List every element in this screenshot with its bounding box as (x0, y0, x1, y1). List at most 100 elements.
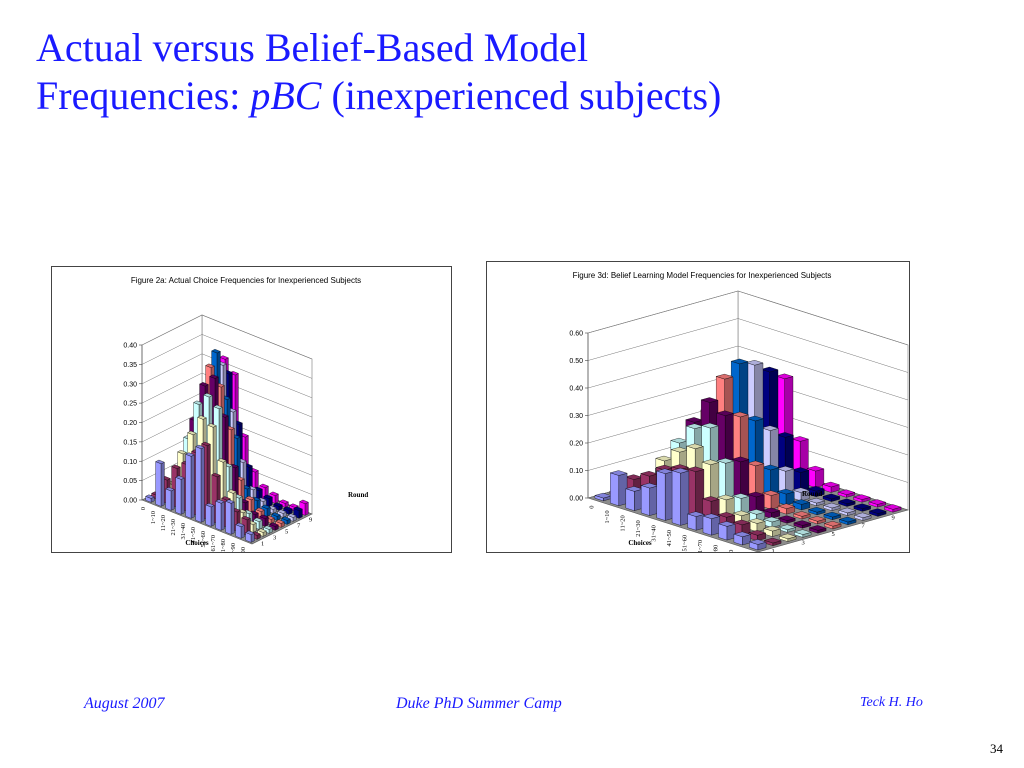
bar-41~50-round-8 (776, 466, 795, 497)
category-label: 51~60 (681, 535, 688, 552)
round-tick-label: 3 (802, 540, 805, 547)
category-label: 31~40 (180, 523, 187, 540)
bar-81~90-round-6 (808, 516, 827, 525)
page-number: 34 (990, 741, 1003, 756)
category-label: 11~20 (160, 515, 167, 531)
gridline (141, 314, 313, 360)
z-axis-title: Round (802, 490, 822, 498)
bar-81~90-round-5 (793, 520, 812, 529)
bar-71~80-round-8 (822, 502, 841, 511)
bar-91~100-round-1 (748, 539, 767, 551)
round-tick-label: 9 (892, 514, 895, 521)
gridline (141, 334, 313, 379)
chart-actual-frequencies: Figure 2a: Actual Choice Frequencies for… (51, 266, 452, 553)
y-tick-label: 0.35 (123, 362, 137, 369)
bar-71~80-round-7 (807, 507, 826, 516)
category-label: 0 (589, 505, 596, 508)
y-tick-label: 0.40 (569, 386, 583, 393)
bar-91~100-round-1 (245, 530, 255, 543)
slide-title-line2-italic: pBC (250, 73, 322, 118)
gridline (587, 345, 909, 401)
x-axis-title: Choices (628, 539, 652, 547)
footer-event: Duke PhD Summer Camp (396, 695, 562, 712)
bar-71~80-round-1 (717, 521, 736, 541)
bar-81~90-round-8 (838, 507, 857, 516)
bar-91~100-round-3 (257, 528, 267, 537)
category-label: 61~70 (210, 535, 217, 552)
bar-51~60-round-8 (791, 487, 810, 502)
bar-71~80-round-6 (792, 511, 811, 520)
round-tick-label: 1 (261, 541, 264, 548)
slide-title-line2-prefix: Frequencies: (36, 73, 251, 118)
chart-title: Figure 3d: Belief Learning Model Frequen… (573, 271, 832, 280)
bar-41~50-round-1 (671, 467, 690, 526)
bar-81~90-round-1 (235, 522, 245, 539)
bar-81~90-round-1 (733, 531, 752, 546)
y-tick-label: 0.60 (569, 331, 583, 338)
category-label: 41~50 (190, 527, 197, 544)
chart-actual-svg: Figure 2a: Actual Choice Frequencies for… (123, 276, 368, 552)
bar-31~40-round-1 (656, 468, 675, 521)
category-label: 0 (140, 507, 147, 510)
bar-71~80-round-4 (762, 516, 781, 528)
bar-11~20-round-1 (165, 487, 175, 511)
round-tick-label: 1 (772, 548, 775, 552)
round-tick-label: 9 (309, 517, 312, 524)
y-tick-label: 0.25 (123, 401, 137, 408)
bar-71~80-round-10 (279, 499, 289, 508)
bar-51~60-round-7 (776, 488, 795, 506)
gridline (587, 290, 909, 346)
category-label: 21~30 (170, 519, 177, 536)
category-label: 51~60 (200, 531, 207, 548)
bar-91~100-round-6 (823, 521, 842, 530)
y-tick-label: 0.40 (123, 343, 137, 350)
bar-61~70-round-7 (792, 499, 811, 511)
chart-belief-model-frequencies: Figure 3d: Belief Learning Model Frequen… (486, 261, 910, 553)
bar-51~60-round-10 (821, 481, 840, 493)
bar-81~90-round-3 (763, 525, 782, 537)
y-tick-label: 0.05 (123, 478, 137, 485)
y-tick-label: 0.30 (123, 381, 137, 388)
category-label: 41~50 (666, 530, 673, 547)
round-tick-label: 7 (297, 523, 301, 530)
bar-51~60-round-1 (686, 511, 705, 531)
category-label: 31~40 (651, 525, 658, 542)
bar-91~100-round-7 (838, 516, 857, 526)
bar-91~100-round-4 (263, 525, 273, 534)
chart-belief-svg: Figure 3d: Belief Learning Model Frequen… (569, 271, 909, 552)
bar-61~70-round-9 (822, 493, 841, 502)
bar-61~70-round-8 (807, 497, 826, 507)
y-tick-label: 0.15 (123, 439, 137, 446)
bar-91~100-round-6 (275, 519, 285, 528)
bar-71~80-round-3 (747, 518, 766, 532)
category-label: 1~10 (604, 510, 611, 523)
category-label: 61~70 (697, 540, 704, 552)
bar-61~70-round-10 (837, 489, 856, 498)
footer-date: August 2007 (84, 695, 165, 712)
z-axis-title: Round (348, 491, 368, 499)
bar-81~90-round-10 (868, 499, 887, 508)
bar-81~90-round-7 (823, 511, 842, 521)
y-tick-label: 0.50 (569, 358, 583, 365)
bar-21~30-round-1 (175, 475, 185, 515)
x-axis-title: Choices (185, 539, 209, 547)
bar-0-round-1 (145, 494, 155, 503)
bar-41~50-round-10 (806, 465, 825, 488)
bar-71~80-round-9 (273, 502, 283, 511)
bar-91~100-round-10 (299, 499, 309, 516)
bar-91~100-round-10 (883, 504, 902, 513)
y-tick-label: 0.10 (123, 459, 137, 466)
bar-61~70-round-5 (762, 507, 781, 519)
bar-41~50-round-1 (195, 444, 205, 523)
bar-81~90-round-9 (853, 503, 872, 512)
category-label: 71~80 (220, 539, 227, 552)
bar-51~60-round-6 (761, 490, 780, 510)
category-label: 21~30 (635, 520, 642, 537)
bar-71~80-round-1 (225, 499, 235, 535)
bar-71~80-round-10 (852, 494, 871, 503)
bar-61~70-round-6 (777, 503, 796, 515)
round-tick-label: 5 (832, 531, 835, 538)
bar-41~50-round-9 (791, 467, 810, 493)
bar-0-round-1 (594, 492, 613, 502)
category-label: 71~80 (712, 545, 719, 552)
